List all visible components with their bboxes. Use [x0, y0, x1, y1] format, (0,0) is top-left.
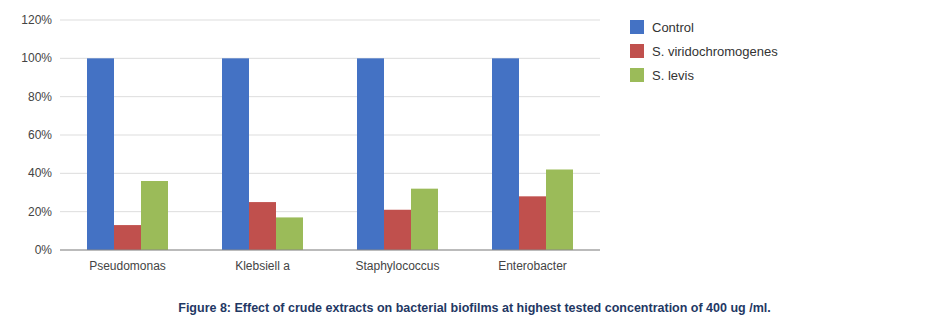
- y-tick-label: 60%: [28, 128, 52, 142]
- bar: [141, 181, 168, 250]
- legend-label: S. levis: [652, 68, 694, 83]
- legend: Control S. viridochromogenes S. levis: [630, 20, 778, 83]
- y-tick-label: 0%: [35, 243, 53, 257]
- y-tick-label: 20%: [28, 205, 52, 219]
- x-tick-label: Klebsiell a: [235, 259, 290, 273]
- grid-line: [60, 20, 600, 21]
- y-tick-label: 100%: [21, 51, 52, 65]
- bar: [222, 58, 249, 250]
- bar: [357, 58, 384, 250]
- legend-swatch: [630, 20, 644, 34]
- bar: [519, 196, 546, 250]
- x-tick-label: Enterobacter: [498, 259, 567, 273]
- bar: [384, 210, 411, 250]
- bar: [87, 58, 114, 250]
- y-tick-label: 80%: [28, 90, 52, 104]
- bar: [546, 170, 573, 251]
- grid: [60, 20, 600, 250]
- legend-label: Control: [652, 20, 694, 35]
- bars: [87, 58, 573, 250]
- legend-swatch: [630, 44, 644, 58]
- bar: [249, 202, 276, 250]
- bar: [114, 225, 141, 250]
- y-tick-label: 40%: [28, 166, 52, 180]
- chart: 0% 20% 40% 60% 80% 100% 120% Pseudomonas Klebsie…: [0, 0, 949, 326]
- grid-line: [60, 250, 600, 251]
- y-tick-label: 120%: [21, 13, 52, 27]
- legend-label: S. viridochromogenes: [652, 44, 778, 59]
- bar: [492, 58, 519, 250]
- caption: Figure 8: Effect of crude extracts on ba…: [178, 301, 770, 315]
- x-axis-line: [60, 250, 600, 251]
- chart-container: 0% 20% 40% 60% 80% 100% 120% Pseudomonas Klebsie…: [0, 0, 949, 326]
- bar: [276, 217, 303, 250]
- legend-swatch: [630, 68, 644, 82]
- x-tick-label: Staphylococcus: [355, 259, 439, 273]
- bar: [411, 189, 438, 250]
- x-tick-label: Pseudomonas: [89, 259, 166, 273]
